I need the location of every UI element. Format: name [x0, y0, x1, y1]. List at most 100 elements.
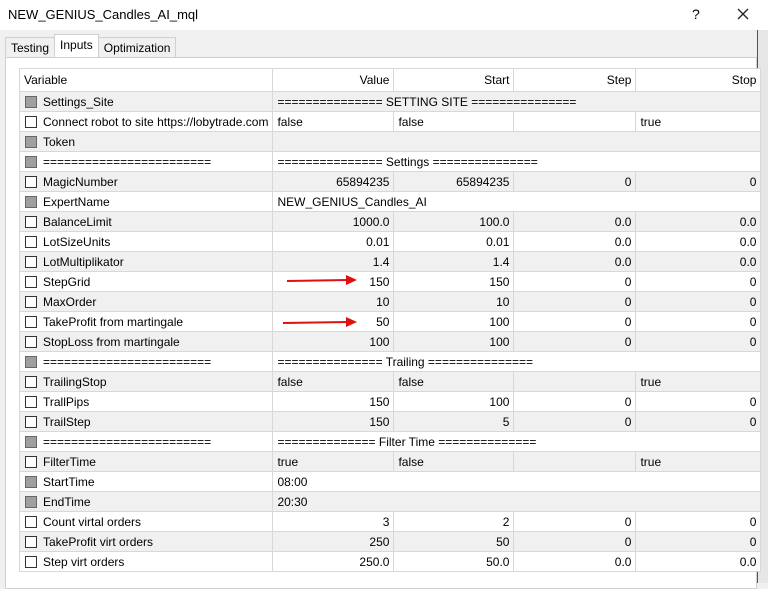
checkbox[interactable]	[25, 555, 37, 568]
checkbox[interactable]	[25, 95, 37, 108]
input-row[interactable]: EndTime 20:30	[18, 491, 762, 512]
value-text: 150	[369, 394, 390, 409]
tab[interactable]: Testing	[5, 37, 56, 58]
step-text: 0.0	[614, 234, 632, 249]
column-header[interactable]: Step	[513, 68, 637, 92]
checkbox[interactable]	[25, 455, 37, 468]
checkbox[interactable]	[25, 515, 37, 528]
input-row[interactable]: Count virtal orders 3 2 0 0	[18, 511, 762, 532]
step-cell: 0	[513, 291, 637, 312]
variable-cell: BalanceLimit	[18, 211, 274, 232]
checkbox[interactable]	[25, 435, 37, 448]
checkbox[interactable]	[25, 335, 37, 348]
input-row[interactable]: TrallPips 150 100 0 0	[18, 391, 762, 412]
input-row[interactable]: Connect robot to site https://lobytrade.…	[18, 111, 762, 132]
variable-name: Count virtal orders	[43, 514, 142, 529]
input-row[interactable]: FilterTime true false true	[18, 451, 762, 472]
variable-name: LotMultiplikator	[43, 254, 124, 269]
step-text: 0	[624, 274, 632, 289]
checkbox[interactable]	[25, 375, 37, 388]
input-row[interactable]: Step virt orders 250.0 50.0 0.0 0.0	[18, 551, 762, 572]
input-row[interactable]: LotMultiplikator 1.4 1.4 0.0 0.0	[18, 251, 762, 272]
input-row[interactable]: MagicNumber 65894235 65894235 0 0	[18, 171, 762, 192]
value-cell: true	[272, 451, 395, 472]
checkbox[interactable]	[25, 175, 37, 188]
checkbox[interactable]	[25, 495, 37, 508]
input-row[interactable]: TakeProfit from martingale 50 100 0 0	[18, 311, 762, 332]
stop-cell: 0.0	[635, 211, 762, 232]
span-text: =============== SETTING SITE ===========…	[277, 94, 577, 109]
checkbox[interactable]	[25, 315, 37, 328]
checkbox[interactable]	[25, 255, 37, 268]
step-cell: 0	[513, 271, 637, 292]
checkbox[interactable]	[25, 235, 37, 248]
checkbox[interactable]	[25, 295, 37, 308]
checkbox[interactable]	[25, 135, 37, 148]
input-row[interactable]: ======================== =============== …	[18, 151, 762, 172]
input-row[interactable]: ExpertName NEW_GENIUS_Candles_AI	[18, 191, 762, 212]
input-row[interactable]: LotSizeUnits 0.01 0.01 0.0 0.0	[18, 231, 762, 252]
checkbox[interactable]	[25, 475, 37, 488]
start-cell: false	[393, 451, 515, 472]
checkbox[interactable]	[25, 355, 37, 368]
value-cell: 1000.0	[272, 211, 395, 232]
variable-cell: TakeProfit virt orders	[18, 531, 274, 552]
column-header[interactable]: Variable	[18, 68, 274, 92]
checkbox[interactable]	[25, 155, 37, 168]
stop-text: 0	[749, 334, 757, 349]
checkbox[interactable]	[25, 415, 37, 428]
input-row[interactable]: TakeProfit virt orders 250 50 0 0	[18, 531, 762, 552]
start-text: 100	[489, 334, 510, 349]
start-text: 0.01	[486, 234, 510, 249]
step-text: 0.0	[614, 554, 632, 569]
step-cell: 0	[513, 531, 637, 552]
input-row[interactable]: ======================== ============== F…	[18, 431, 762, 452]
column-header[interactable]: Start	[393, 68, 515, 92]
input-row[interactable]: BalanceLimit 1000.0 100.0 0.0 0.0	[18, 211, 762, 232]
variable-name: LotSizeUnits	[43, 234, 111, 249]
column-header[interactable]: Stop	[635, 68, 762, 92]
value-text: 250.0	[359, 554, 390, 569]
span-cell: =============== Settings ===============	[272, 151, 762, 172]
input-row[interactable]: Settings_Site =============== SETTING SIT…	[18, 91, 762, 112]
span-text: ============== Filter Time =============…	[277, 434, 537, 449]
close-button[interactable]	[736, 7, 750, 21]
variable-name: Token	[43, 134, 76, 149]
stop-cell: 0.0	[635, 231, 762, 252]
help-button[interactable]: ?	[692, 6, 700, 22]
checkbox[interactable]	[25, 395, 37, 408]
step-text: 0	[624, 334, 632, 349]
header-row: Variable Value Start Step Stop	[18, 68, 762, 92]
input-row[interactable]: MaxOrder 10 10 0 0	[18, 291, 762, 312]
span-text: 20:30	[277, 494, 308, 509]
value-text: true	[277, 454, 299, 469]
variable-cell: ========================	[18, 351, 274, 372]
checkbox[interactable]	[25, 115, 37, 128]
input-row[interactable]: StartTime 08:00	[18, 471, 762, 492]
stop-text: 0	[749, 274, 757, 289]
checkbox[interactable]	[25, 215, 37, 228]
checkbox[interactable]	[25, 535, 37, 548]
value-cell: 65894235	[272, 171, 395, 192]
variable-name: BalanceLimit	[43, 214, 112, 229]
input-row[interactable]: ======================== =============== …	[18, 351, 762, 372]
input-row[interactable]: StopLoss from martingale 100 100 0 0	[18, 331, 762, 352]
variable-cell: Step virt orders	[18, 551, 274, 572]
step-text: 0	[624, 294, 632, 309]
tab[interactable]: Inputs	[54, 34, 99, 58]
column-header[interactable]: Value	[272, 68, 395, 92]
span-cell: NEW_GENIUS_Candles_AI	[272, 191, 762, 212]
variable-name: StopLoss from martingale	[43, 334, 180, 349]
value-text: 0.01	[366, 234, 390, 249]
tab[interactable]: Optimization	[97, 37, 177, 58]
checkbox[interactable]	[25, 195, 37, 208]
input-row[interactable]: TrailingStop false false true	[18, 371, 762, 392]
step-cell: 0.0	[513, 211, 637, 232]
variable-name: TrailStep	[43, 414, 91, 429]
variable-cell: StopLoss from martingale	[18, 331, 274, 352]
input-row[interactable]: Token	[18, 131, 762, 152]
value-text: 50	[376, 314, 390, 329]
input-row[interactable]: TrailStep 150 5 0 0	[18, 411, 762, 432]
input-row[interactable]: StepGrid 150 150 0 0	[18, 271, 762, 292]
checkbox[interactable]	[25, 275, 37, 288]
